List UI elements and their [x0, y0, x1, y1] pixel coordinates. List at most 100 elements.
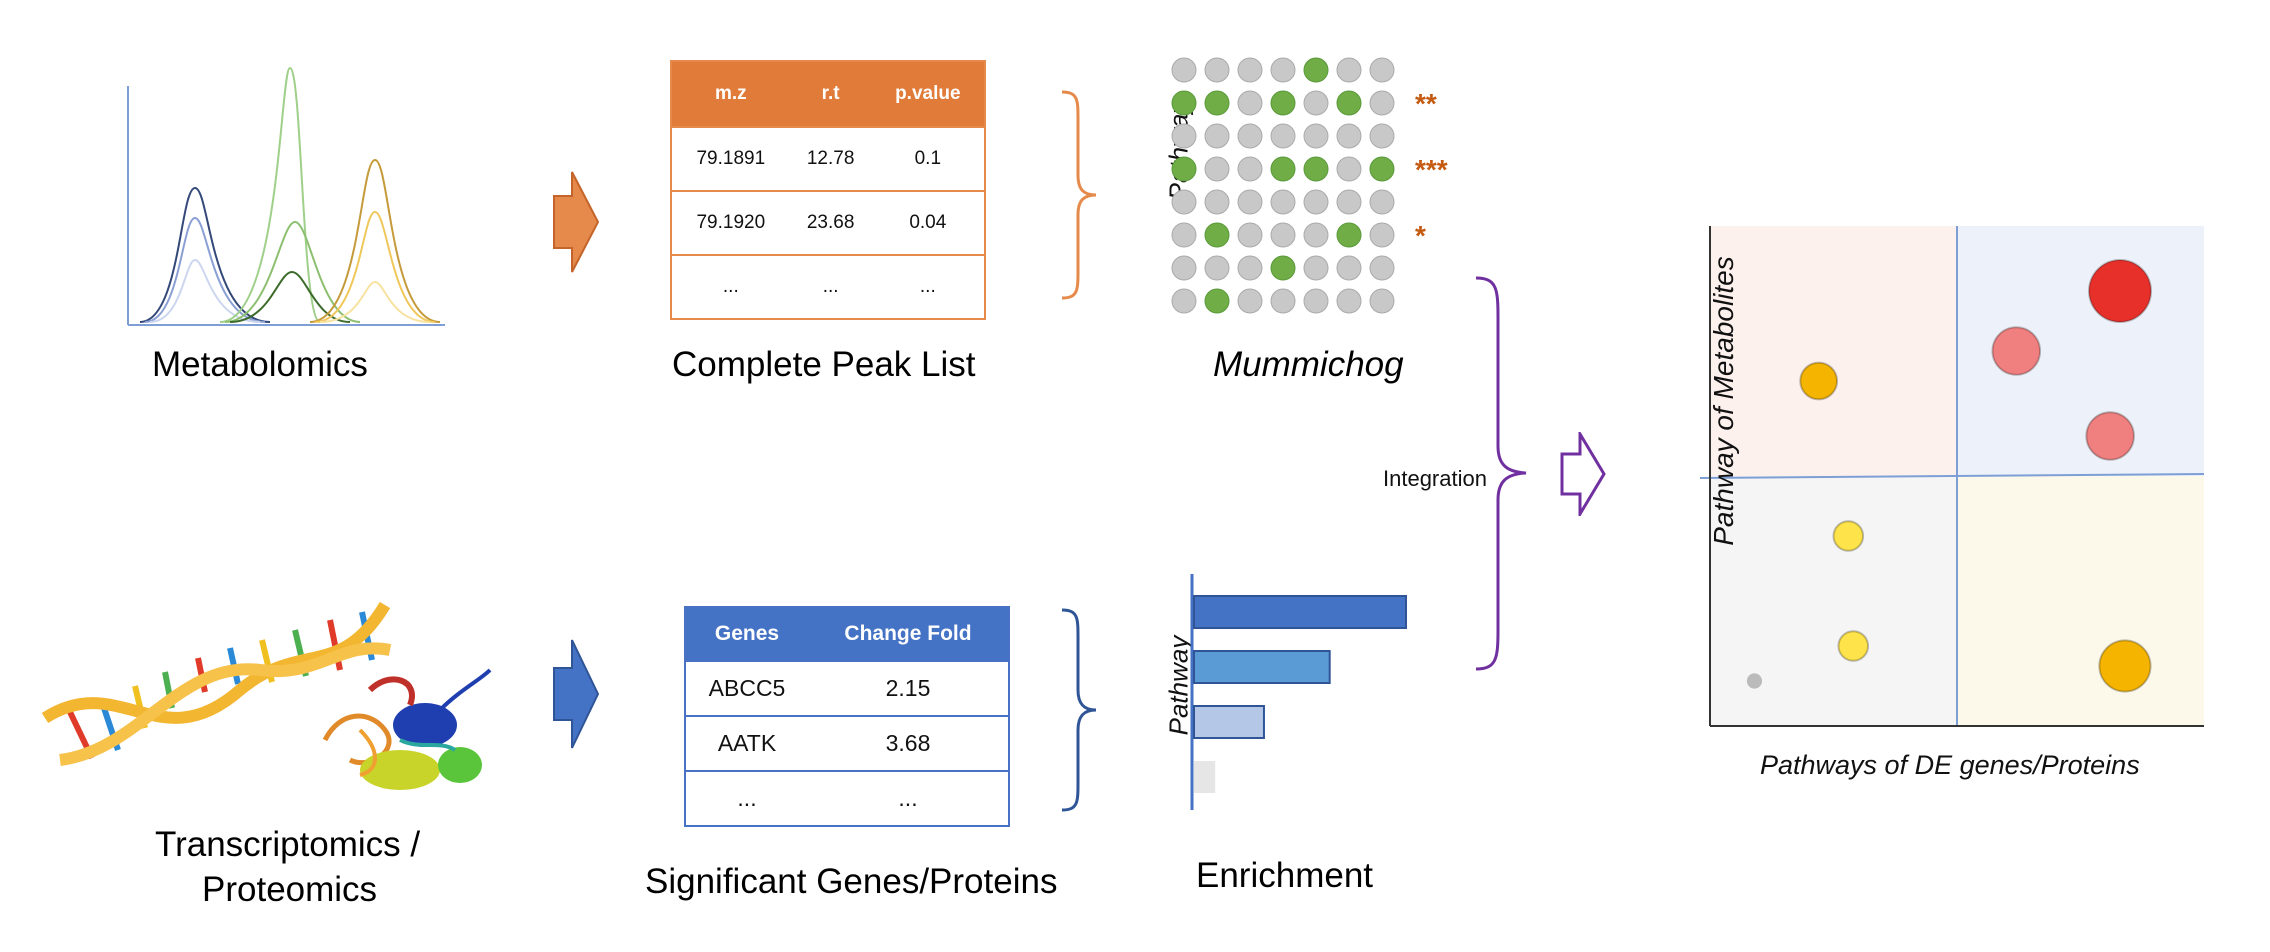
pathway-dot	[1204, 156, 1230, 182]
pathway-hit-dot	[1303, 57, 1329, 83]
pathway-dot	[1204, 255, 1230, 281]
table-cell: 23.68	[789, 190, 872, 255]
caption-mummichog: Mummichog	[1213, 345, 1404, 384]
enrichment-bar	[1193, 650, 1331, 684]
significance-stars: *	[1415, 220, 1426, 251]
pathway-dot	[1171, 288, 1197, 314]
integration-plot	[1700, 226, 2205, 727]
integration-label: Integration	[1383, 466, 1487, 491]
pathway-hit-dot	[1336, 222, 1362, 248]
pathway-hit-dot	[1204, 288, 1230, 314]
table-row: AATK 3.68	[685, 715, 1009, 771]
pathway-hit-dot	[1204, 222, 1230, 248]
significance-stars: ***	[1415, 154, 1448, 185]
peak-header-mz: m.z	[671, 61, 790, 127]
pathway-dot	[1336, 255, 1362, 281]
pathway-dot	[1171, 123, 1197, 149]
pathway-dot	[1171, 222, 1197, 248]
pathway-dot	[1303, 288, 1329, 314]
enrichment-chart	[1190, 574, 1407, 810]
table-row: ... ...	[685, 770, 1009, 826]
table-row: 79.1920 23.68 0.04	[671, 190, 985, 255]
pathway-dot	[1204, 123, 1230, 149]
pathway-dot	[1303, 222, 1329, 248]
pathway-dot	[1303, 123, 1329, 149]
pathway-hit-dot	[1171, 156, 1197, 182]
data-point	[2088, 259, 2153, 323]
gene-table: Genes Change Fold ABCC5 2.15 AATK 3.68 .…	[684, 606, 1010, 827]
quadrant-divider	[1700, 473, 2205, 479]
caption-transcriptomics: Transcriptomics /	[155, 825, 421, 864]
brace-icon	[1061, 608, 1097, 812]
pathway-dot	[1369, 222, 1395, 248]
table-row: 79.1891 12.78 0.1	[671, 126, 985, 191]
pathway-dot	[1171, 189, 1197, 215]
dna-protein-graphic	[41, 601, 492, 790]
data-point	[2085, 411, 2135, 461]
pathway-hit-dot	[1369, 156, 1395, 182]
pathway-dot	[1369, 123, 1395, 149]
pathway-dot	[1237, 222, 1263, 248]
arrow-right-icon	[553, 171, 600, 273]
enrichment-bar	[1193, 705, 1265, 739]
table-row: ABCC5 2.15	[685, 660, 1009, 716]
quadrant-bottom-left	[1710, 476, 1957, 726]
pathway-hit-dot	[1270, 90, 1296, 116]
table-cell: ...	[671, 254, 790, 319]
table-row: ... ... ...	[671, 254, 985, 319]
pathway-dot	[1270, 57, 1296, 83]
table-cell: 79.1891	[671, 126, 790, 191]
arrow-right-icon	[553, 639, 600, 749]
caption-enrichment: Enrichment	[1196, 856, 1374, 895]
pathway-dot	[1237, 57, 1263, 83]
enrichment-bar	[1193, 595, 1407, 629]
pathway-dot	[1270, 288, 1296, 314]
table-cell: 2.15	[808, 660, 1009, 716]
data-point	[1991, 326, 2042, 376]
pathway-dot	[1237, 288, 1263, 314]
pathway-dot	[1270, 222, 1296, 248]
pathway-dot	[1369, 288, 1395, 314]
peak-header-pvalue: p.value	[871, 61, 985, 127]
table-cell: 79.1920	[671, 190, 790, 255]
pathway-dot	[1270, 123, 1296, 149]
gene-header-change-fold: Change Fold	[808, 607, 1009, 661]
pathway-dot	[1336, 156, 1362, 182]
pathway-dot	[1336, 288, 1362, 314]
pathway-dot	[1237, 189, 1263, 215]
enrichment-bar	[1194, 761, 1216, 793]
pathway-dot	[1237, 156, 1263, 182]
pathway-dot	[1204, 189, 1230, 215]
chromatogram-graphic	[127, 66, 445, 326]
pathway-dot	[1336, 123, 1362, 149]
data-point	[1799, 361, 1839, 401]
caption-proteomics: Proteomics	[202, 870, 378, 909]
pathway-dot	[1369, 255, 1395, 281]
pathway-dot	[1270, 189, 1296, 215]
pathway-hit-dot	[1270, 255, 1296, 281]
caption-metabolomics: Metabolomics	[152, 345, 368, 384]
data-point	[1746, 673, 1763, 689]
pathway-dot	[1237, 123, 1263, 149]
mummichog-grid: ******	[1171, 57, 1448, 314]
pathway-hit-dot	[1171, 90, 1197, 116]
table-cell: 12.78	[789, 126, 872, 191]
table-cell: ABCC5	[685, 660, 809, 716]
table-cell: 0.1	[871, 126, 985, 191]
table-cell: ...	[789, 254, 872, 319]
table-cell: ...	[808, 770, 1009, 826]
pathway-dot	[1336, 189, 1362, 215]
brace-icon	[1475, 276, 1527, 671]
quadrant-bottom-right	[1957, 476, 2204, 726]
pathway-hit-dot	[1303, 156, 1329, 182]
integration-xlabel: Pathways of DE genes/Proteins	[1760, 750, 2140, 780]
pathway-hit-dot	[1204, 90, 1230, 116]
pathway-dot	[1237, 255, 1263, 281]
pathway-dot	[1303, 255, 1329, 281]
data-point	[1832, 520, 1865, 552]
pathway-hit-dot	[1336, 90, 1362, 116]
data-point	[1837, 630, 1870, 662]
peak-header-rt: r.t	[789, 61, 872, 127]
pathway-dot	[1336, 57, 1362, 83]
table-cell: AATK	[685, 715, 809, 771]
